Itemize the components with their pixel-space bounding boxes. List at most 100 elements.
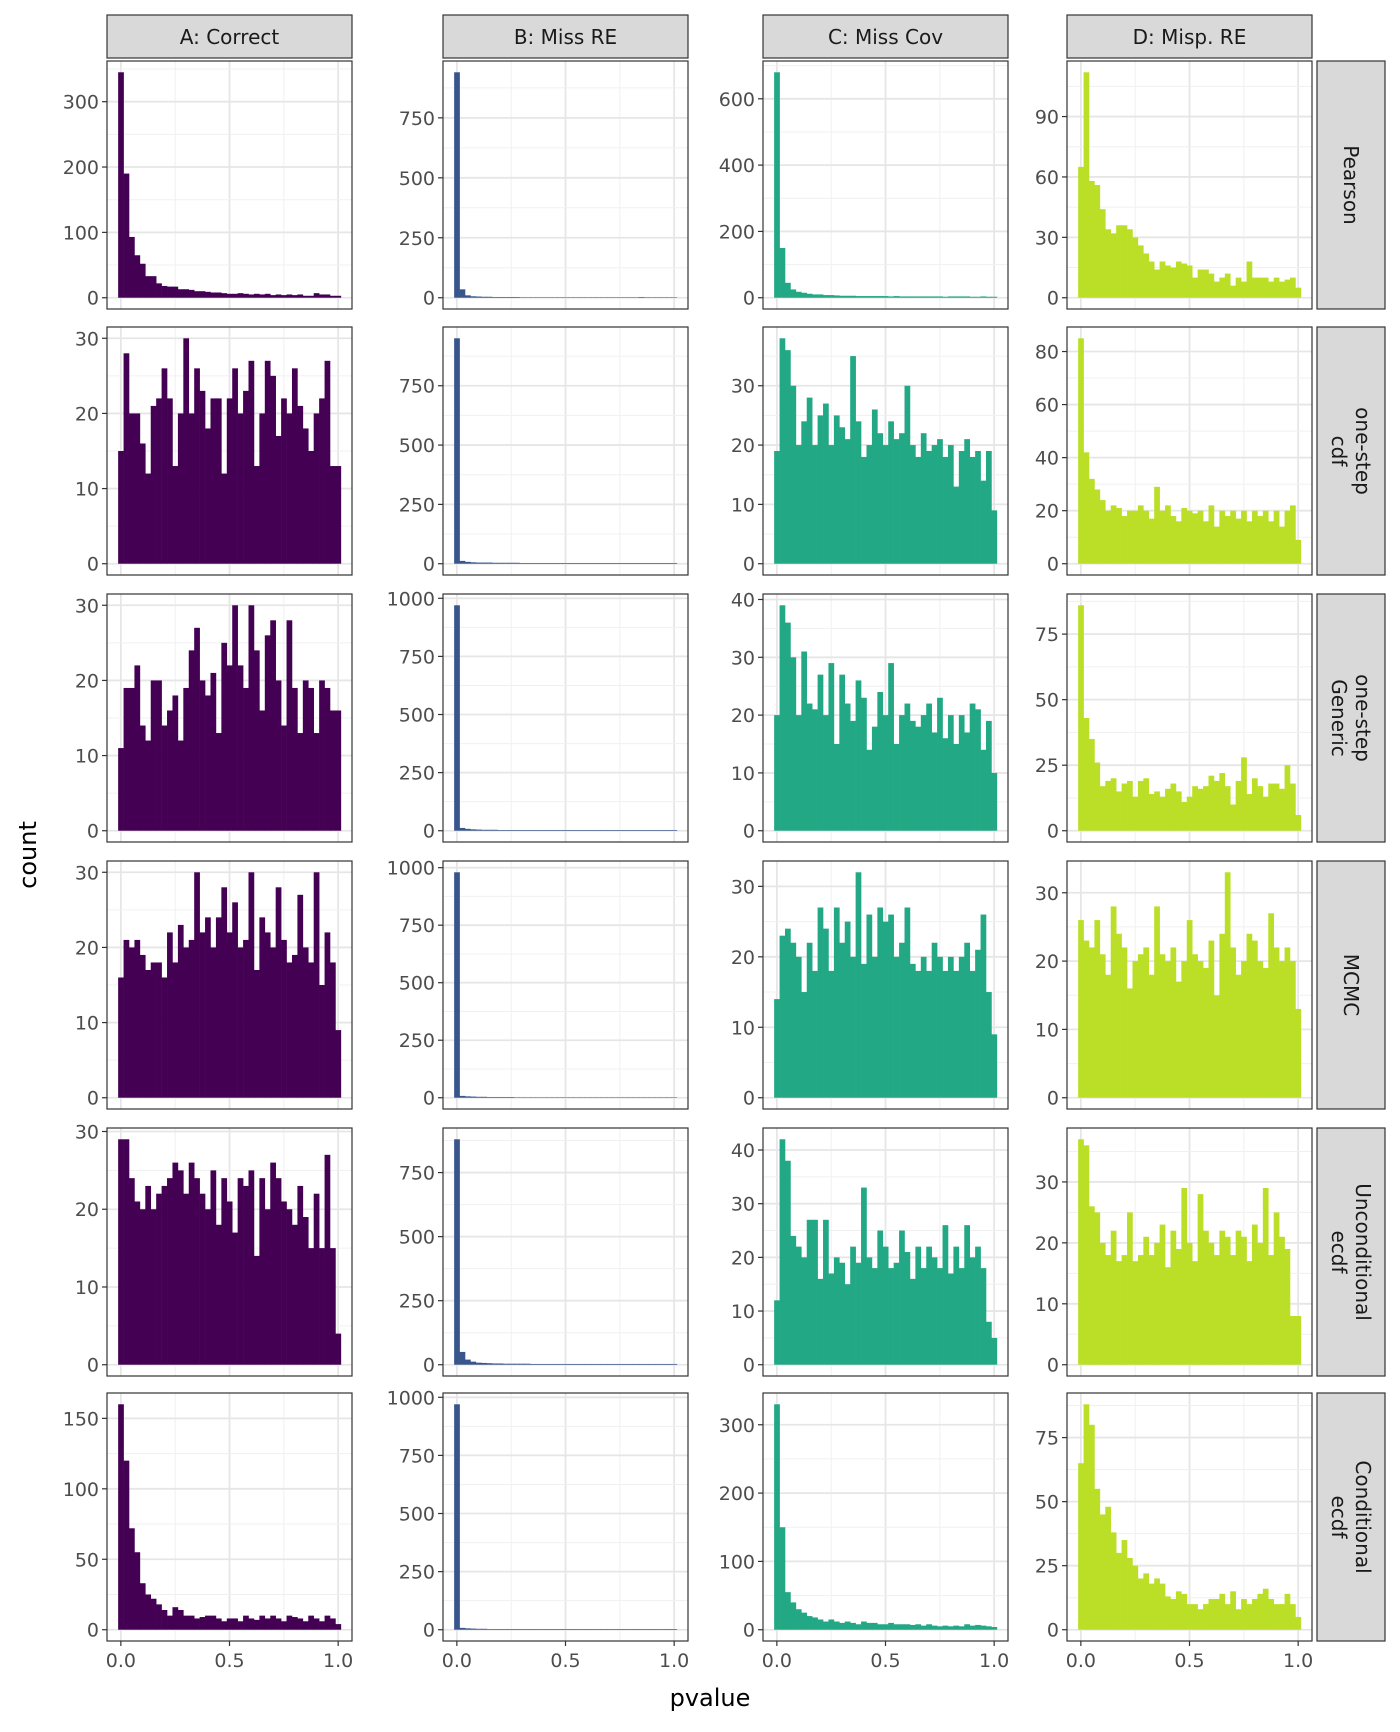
histogram-bar [807,398,813,564]
histogram-bar [872,1268,878,1365]
histogram-bar [335,1334,341,1365]
histogram-bar [883,1247,889,1365]
histogram-bar [1209,274,1215,298]
histogram-bar [650,1629,656,1630]
y-tick-label: 1000 [387,858,435,880]
histogram-bar [1192,1604,1198,1630]
histogram-bar [639,830,645,831]
histogram-bar [866,1257,872,1364]
histogram-bar [1176,261,1182,297]
histogram-bar [790,657,796,830]
histogram-bar [926,1247,932,1365]
histogram-bar [1160,511,1166,564]
histogram-bar [866,445,872,564]
histogram-bar [1138,505,1144,563]
histogram-bar [162,726,168,831]
histogram-bar [265,635,271,830]
histogram-bar [921,1626,927,1630]
histogram-bar [991,1034,997,1097]
y-tick-label: 100 [63,222,99,244]
histogram-bar [1187,920,1193,1098]
histogram-bar [937,1626,943,1629]
histogram-bar [661,1364,667,1365]
y-tick-label: 60 [1035,395,1059,417]
histogram-bar [563,1629,569,1630]
histogram-bar [145,276,151,298]
histogram-bar [1285,1249,1291,1365]
histogram-bar [1192,513,1198,563]
histogram-bar [1149,1255,1155,1365]
histogram-bar [1181,1594,1187,1630]
histogram-bar [1160,261,1166,297]
histogram-bar [1100,1514,1106,1629]
histogram-bar [1154,791,1160,830]
histogram-bar [557,1364,563,1365]
histogram-bar [541,1364,547,1365]
histogram-bar [872,296,878,298]
histogram-bar [894,957,900,1098]
histogram-bar [1094,489,1100,563]
y-tick-label: 20 [75,937,99,959]
histogram-bar [552,1629,558,1630]
histogram-bar [812,1617,818,1629]
histogram-bar [221,643,227,831]
histogram-bar [140,955,146,1098]
histogram-bar [796,715,802,831]
histogram-bar [1236,781,1242,831]
histogram-bar [1165,789,1171,831]
histogram-bar [877,908,883,1098]
histogram-bar [1132,961,1138,1098]
histogram-bar [888,915,894,1098]
histogram-bar [905,1624,911,1629]
histogram-bar [823,1622,829,1630]
histogram-bar [487,563,493,564]
histogram-bar [839,1263,845,1365]
y-tick-label: 0 [743,288,755,310]
histogram-bar [249,294,255,297]
column-strip-label: A: Correct [180,25,280,49]
histogram-bar [1084,72,1090,297]
histogram-bar [1084,718,1090,831]
histogram-bar [287,620,293,830]
histogram-bar [910,1279,916,1365]
histogram-bar [585,563,591,564]
histogram-bar [790,1236,796,1365]
histogram-bar [1247,934,1253,1098]
histogram-bar [145,970,151,1098]
histogram-bar [314,733,320,831]
histogram-bar [948,1626,954,1629]
histogram-bar [628,1364,634,1365]
histogram-bar [1127,1558,1133,1630]
histogram-bar [194,1618,200,1629]
histogram-bar [118,451,124,564]
y-tick-label: 500 [399,705,435,727]
histogram-bar [623,830,629,831]
histogram-bar [487,1363,493,1365]
histogram-bar [167,287,173,298]
histogram-bar [650,1364,656,1365]
histogram-bar [1268,913,1274,1097]
histogram-bar [1187,1604,1193,1630]
histogram-bar [801,992,807,1098]
histogram-bar [221,1621,227,1629]
histogram-bar [1111,778,1117,830]
histogram-bar [1203,786,1209,831]
histogram-bar [1252,511,1258,564]
y-tick-label: 10 [75,1013,99,1035]
histogram-bar [124,940,130,1098]
histogram-bar [926,971,932,1098]
histogram-bar [883,922,889,1098]
histogram-bar [1160,1225,1166,1365]
histogram-bar [481,1363,487,1365]
histogram-bar [303,1217,309,1365]
histogram-bar [1127,511,1133,564]
histogram-bar [790,386,796,564]
histogram-bar [866,1623,872,1630]
histogram-bar [601,563,607,564]
histogram-bar [541,563,547,564]
y-tick-label: 0 [423,1620,435,1642]
histogram-bar [1279,961,1285,1098]
